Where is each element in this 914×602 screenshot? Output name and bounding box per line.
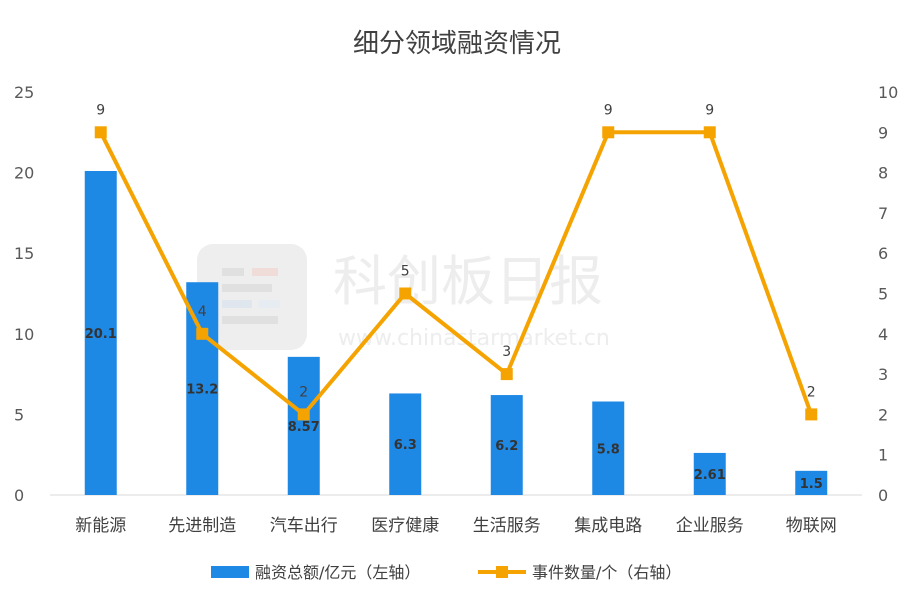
left-axis-tick-label: 25: [14, 83, 34, 102]
right-axis-tick-label: 9: [878, 123, 888, 142]
line-data-label: 9: [604, 102, 613, 118]
line-point: [94, 126, 107, 139]
right-axis-tick-label: 4: [878, 325, 888, 344]
bar-data-label: 20.1: [85, 327, 117, 342]
x-axis-category-label: 新能源: [75, 516, 126, 536]
legend-line-label: 事件数量/个（右轴）: [532, 563, 681, 582]
x-axis-category-label: 医疗健康: [371, 516, 439, 536]
right-axis: 0 1 2 3 4 5 6 7 8 9 10: [878, 83, 898, 505]
line-data-label: 2: [299, 384, 308, 400]
line-point: [805, 408, 818, 421]
series-line: [98, 130, 814, 417]
legend: 融资总额/亿元（左轴） 事件数量/个（右轴）: [211, 563, 681, 582]
watermark-text: 科创板日报: [333, 250, 603, 313]
bar: [490, 395, 523, 495]
x-axis-category-label: 先进制造: [168, 516, 236, 536]
legend-line-marker: [496, 566, 508, 578]
left-axis-tick-label: 10: [14, 325, 34, 344]
bar: [592, 401, 625, 495]
line-series: [94, 126, 818, 421]
bar-data-label: 6.2: [495, 439, 518, 454]
line-labels: 9 4 2 5 3 9 9 2: [96, 102, 815, 400]
line-point: [500, 368, 513, 381]
right-axis-tick-label: 2: [878, 405, 888, 424]
bar-data-label: 5.8: [597, 442, 620, 457]
right-axis-tick-label: 1: [878, 446, 888, 465]
bar: [795, 470, 828, 495]
x-axis-category-label: 物联网: [786, 516, 837, 536]
right-axis-tick-label: 0: [878, 486, 888, 505]
line-data-label: 3: [502, 344, 511, 360]
left-axis-tick-label: 5: [14, 405, 24, 424]
right-axis-tick-label: 10: [878, 83, 898, 102]
x-axis-category-label: 企业服务: [676, 516, 744, 536]
watermark: 科创板日报 www.chinastarmarket.cn: [197, 244, 610, 351]
legend-item-line[interactable]: 事件数量/个（右轴）: [478, 563, 681, 582]
bar: [693, 452, 726, 495]
line-point: [703, 126, 716, 139]
right-axis-tick-label: 6: [878, 244, 888, 263]
line-data-label: 2: [807, 384, 816, 400]
line-data-label: 5: [401, 264, 410, 280]
bar-data-label: 8.57: [288, 420, 320, 435]
right-axis-tick-label: 8: [878, 164, 888, 183]
line-point: [399, 287, 412, 300]
bar: [84, 170, 117, 495]
right-axis-tick-label: 7: [878, 204, 888, 223]
left-axis-tick-label: 0: [14, 486, 24, 505]
x-axis-category-label: 汽车出行: [270, 516, 338, 536]
bar: [287, 356, 320, 495]
legend-bar-swatch: [211, 566, 249, 578]
line-point: [297, 408, 310, 421]
line-point: [602, 126, 615, 139]
line-data-label: 9: [96, 102, 105, 118]
line-data-label: 9: [705, 102, 714, 118]
line-point: [196, 327, 209, 340]
bar-data-label: 13.2: [186, 383, 218, 398]
bar-data-label: 6.3: [394, 438, 417, 453]
left-axis: 0 5 10 15 20 25: [14, 83, 34, 505]
right-axis-tick-label: 5: [878, 285, 888, 304]
bar: [186, 282, 219, 495]
legend-item-bar[interactable]: 融资总额/亿元（左轴）: [211, 563, 420, 582]
bar: [389, 393, 422, 495]
bar-series: [84, 170, 828, 495]
bar-data-label: 2.61: [694, 468, 726, 483]
x-axis-category-label: 集成电路: [574, 516, 642, 536]
chart-title: 细分领域融资情况: [353, 29, 561, 59]
line-data-label: 4: [198, 304, 207, 320]
bar-data-label: 1.5: [800, 477, 823, 492]
left-axis-tick-label: 15: [14, 244, 34, 263]
left-axis-tick-label: 20: [14, 164, 34, 183]
x-axis-category-label: 生活服务: [473, 516, 541, 536]
right-axis-tick-label: 3: [878, 365, 888, 384]
x-axis-categories: 新能源 先进制造 汽车出行 医疗健康 生活服务 集成电路 企业服务 物联网: [75, 516, 837, 536]
bar-labels: 20.1 13.2 8.57 6.3 6.2 5.8 2.61 1.5: [85, 327, 823, 492]
legend-bar-label: 融资总额/亿元（左轴）: [255, 563, 420, 582]
